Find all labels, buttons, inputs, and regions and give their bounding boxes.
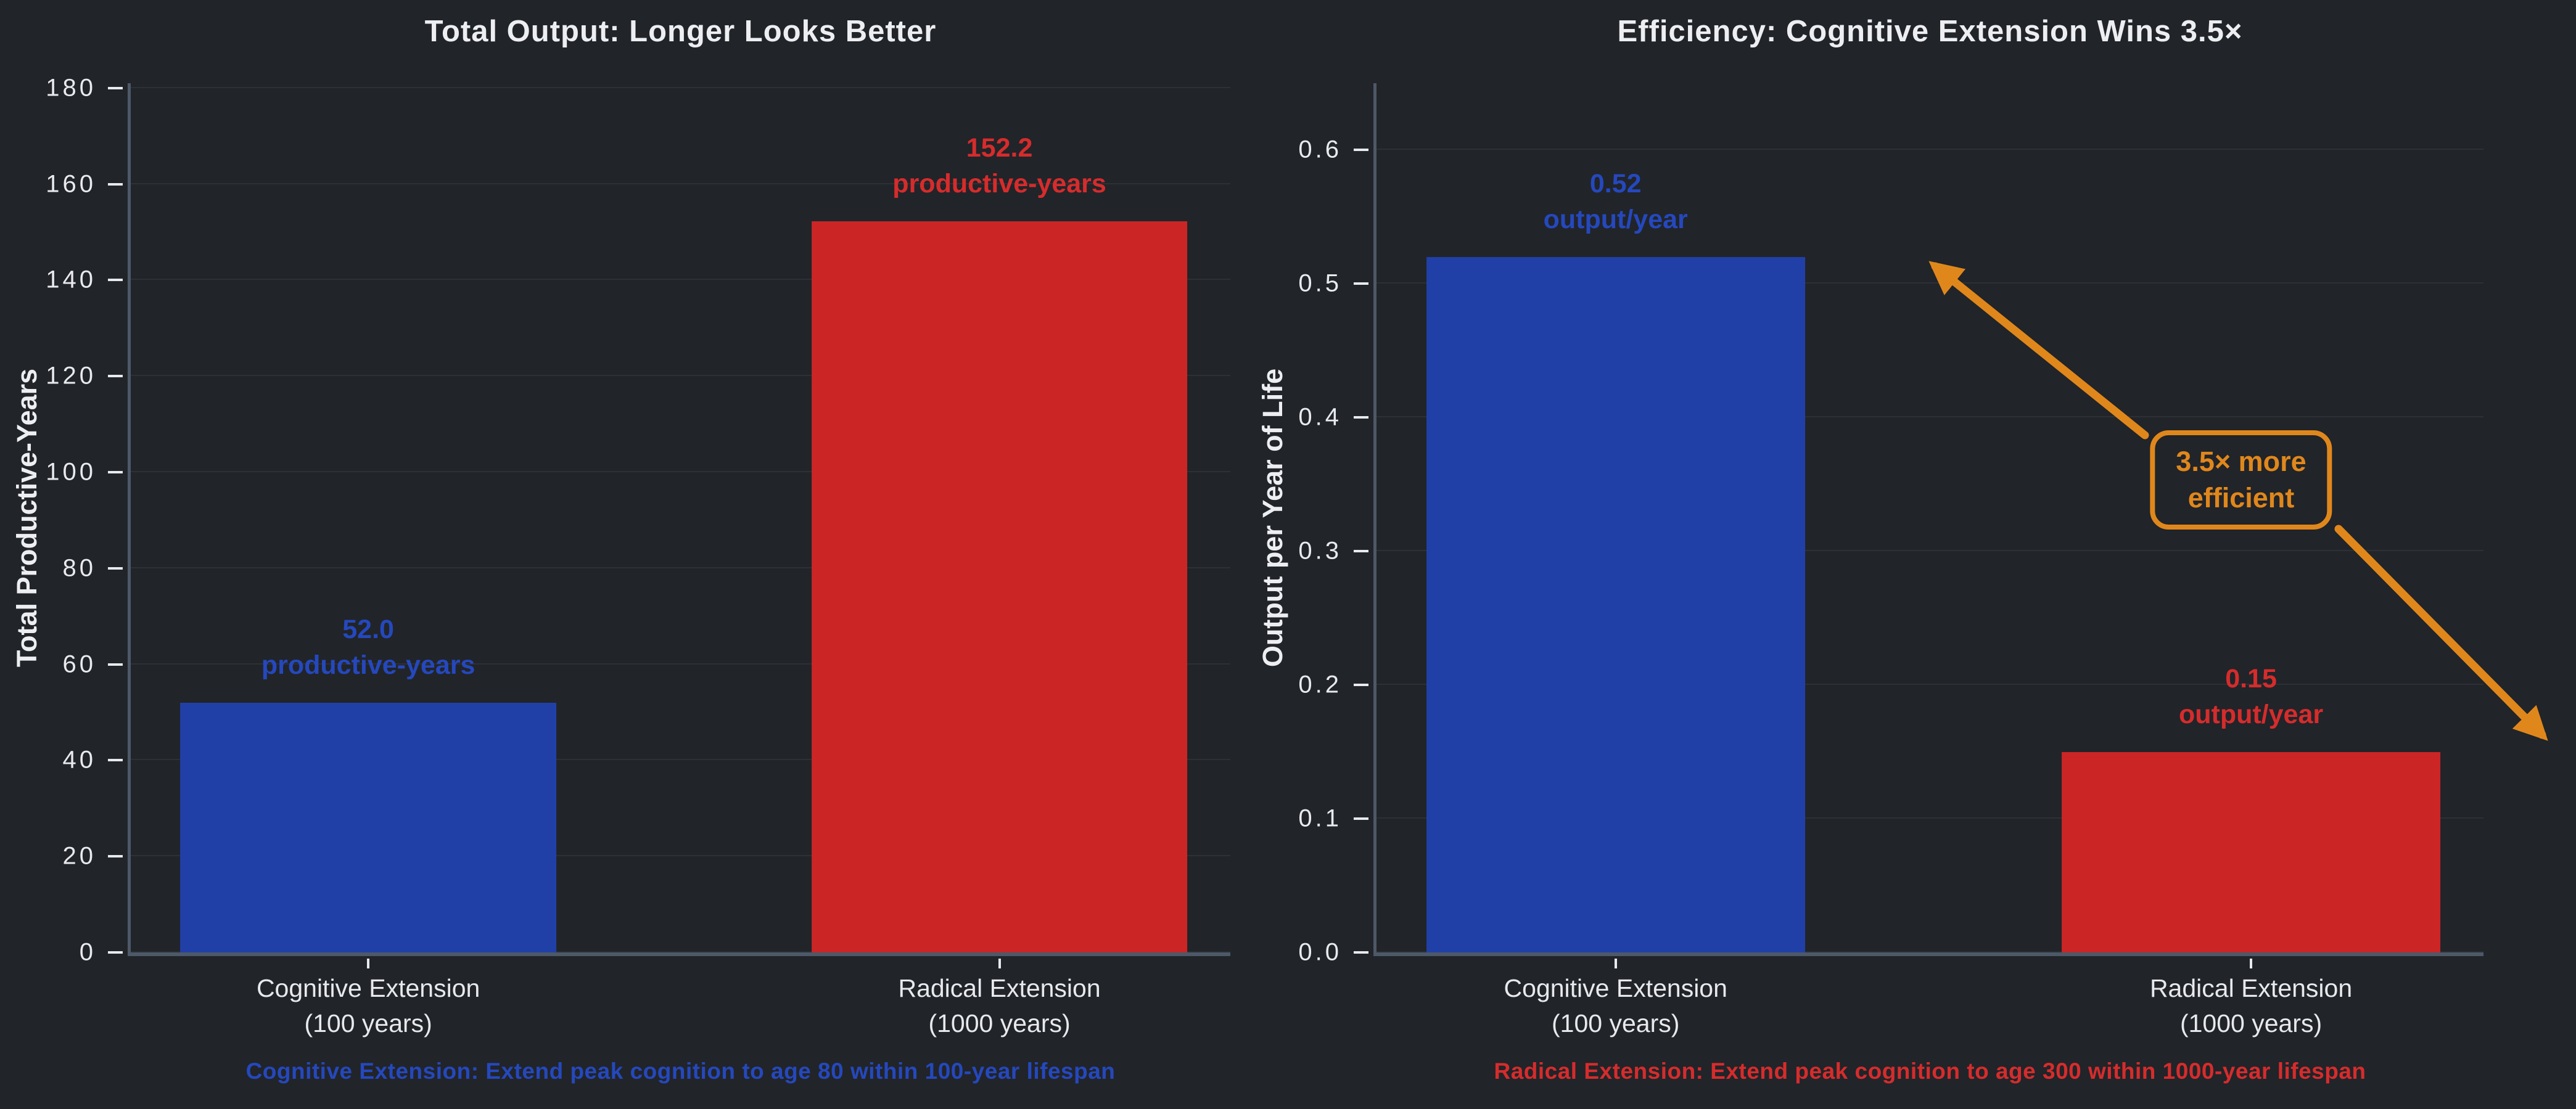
gridline	[131, 951, 1230, 952]
y-tick-mark	[1354, 817, 1368, 820]
chart-caption: Cognitive Extension: Extend peak cogniti…	[245, 1058, 1116, 1084]
y-tick-label: 180	[46, 74, 96, 102]
gridline	[131, 375, 1230, 377]
chart-caption: Radical Extension: Extend peak cognition…	[1494, 1058, 2366, 1084]
y-tick-mark	[108, 759, 123, 762]
y-tick-label: 80	[62, 554, 96, 582]
y-tick-mark	[108, 663, 123, 666]
y-tick-label: 0.4	[1298, 403, 1342, 431]
y-tick-label: 0.0	[1298, 938, 1342, 966]
gridline	[1376, 416, 2483, 418]
y-tick-label: 100	[46, 458, 96, 486]
y-tick-mark	[1354, 149, 1368, 152]
y-tick-mark	[108, 567, 123, 570]
gridline	[131, 855, 1230, 857]
gridline	[131, 567, 1230, 568]
bar-cognitive-extension	[180, 702, 557, 952]
gridline	[131, 86, 1230, 88]
bar-value-label: 0.52 output/year	[1543, 168, 1688, 234]
y-tick-mark	[108, 182, 123, 186]
y-axis-label: Output per Year of Life	[1257, 368, 1288, 668]
gridline	[1376, 550, 2483, 552]
y-tick-label: 60	[62, 650, 96, 678]
y-tick-label: 120	[46, 362, 96, 390]
y-tick-mark	[1354, 951, 1368, 954]
gridline	[131, 663, 1230, 665]
bar-value-label: 0.15 output/year	[2178, 663, 2324, 729]
bar-value-label: 152.2 productive-years	[892, 133, 1106, 199]
gridline	[131, 279, 1230, 280]
y-tick-mark	[1354, 416, 1368, 419]
y-tick-label: 0.2	[1298, 671, 1342, 698]
annotation-line1: 3.5× more	[2176, 446, 2306, 477]
chart-title: Total Output: Longer Looks Better	[424, 15, 937, 48]
y-tick-mark	[1354, 282, 1368, 285]
gridline	[131, 759, 1230, 761]
efficiency-annotation-box: 3.5× more efficient	[2150, 430, 2332, 530]
y-axis-label: Total Productive-Years	[11, 368, 43, 668]
total-output-chart: Total Output: Longer Looks Better Total …	[11, 15, 1230, 1084]
y-tick-mark	[108, 855, 123, 858]
gridline	[131, 471, 1230, 472]
y-tick-label: 40	[62, 746, 96, 774]
bar-radical-extension	[2062, 751, 2440, 952]
y-tick-label: 0.3	[1298, 537, 1342, 565]
x-category-label: Cognitive Extension (100 years)	[256, 974, 480, 1037]
y-tick-label: 0	[79, 938, 96, 966]
y-tick-mark	[1354, 684, 1368, 687]
y-tick-label: 20	[62, 842, 96, 870]
gridline	[1376, 951, 2483, 952]
y-tick-mark	[108, 471, 123, 473]
x-category-label: Cognitive Extension (100 years)	[1504, 974, 1727, 1037]
y-tick-mark	[108, 279, 123, 282]
x-tick-mark	[2250, 959, 2253, 968]
bar-radical-extension	[811, 221, 1188, 952]
x-tick-mark	[998, 959, 1001, 968]
y-tick-label: 0.1	[1298, 804, 1342, 832]
y-tick-mark	[108, 86, 123, 89]
bar-cognitive-extension	[1426, 257, 1805, 952]
y-tick-mark	[108, 951, 123, 954]
y-tick-label: 0.5	[1298, 269, 1342, 297]
efficiency-chart: Efficiency: Cognitive Extension Wins 3.5…	[1257, 15, 2483, 1084]
x-category-label: Radical Extension (1000 years)	[2149, 974, 2353, 1037]
x-tick-mark	[367, 959, 370, 968]
bar-value-label: 52.0 productive-years	[261, 614, 475, 680]
chart-title: Efficiency: Cognitive Extension Wins 3.5…	[1617, 15, 2243, 48]
y-tick-label: 160	[46, 170, 96, 198]
gridline	[1376, 684, 2483, 685]
y-tick-mark	[108, 375, 123, 378]
y-tick-label: 0.6	[1298, 136, 1342, 163]
gridline	[1376, 817, 2483, 819]
annotation-line2: efficient	[2187, 481, 2295, 514]
gridline	[1376, 149, 2483, 150]
x-category-label: Radical Extension (1000 years)	[898, 974, 1101, 1037]
y-tick-mark	[1354, 550, 1368, 553]
gridline	[131, 182, 1230, 184]
x-tick-mark	[1614, 959, 1617, 968]
y-tick-label: 140	[46, 266, 96, 293]
